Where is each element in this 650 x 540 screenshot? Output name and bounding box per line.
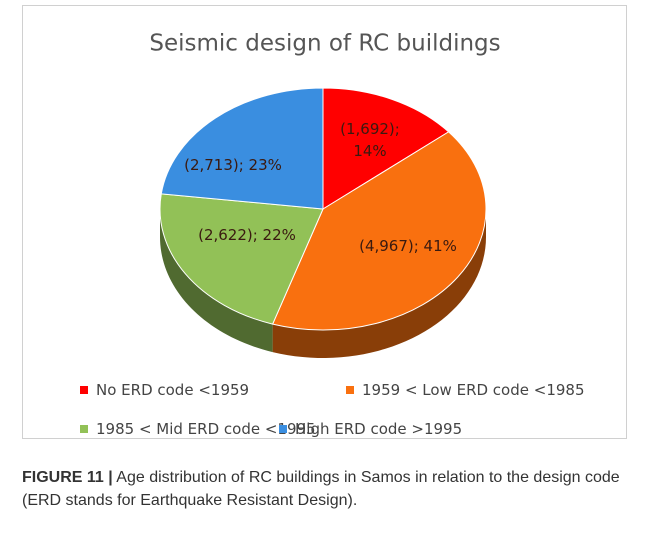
pie-slice [322,87,450,210]
data-label: (2,713); 23% [184,156,282,174]
data-label: (2,622); 22% [198,226,296,244]
data-label: (1,692); 14% [340,120,400,160]
legend-item: High ERD code >1995 [279,420,462,438]
pie-side [272,209,486,358]
chart-frame [22,5,627,439]
chart-title: Seismic design of RC buildings [149,31,500,57]
data-label: (4,967); 41% [359,237,457,255]
pie-slice [271,131,487,331]
legend-swatch [80,425,88,433]
legend-item: 1985 < Mid ERD code <1995 [80,420,316,438]
legend-item: 1959 < Low ERD code <1985 [346,381,585,399]
legend-swatch [80,386,88,394]
legend-label: 1985 < Mid ERD code <1995 [96,420,316,438]
pie-slice [160,87,324,210]
caption-text: Age distribution of RC buildings in Samo… [22,469,620,509]
legend-label: No ERD code <1959 [96,381,250,399]
pie-slice [159,193,324,325]
legend-item: No ERD code <1959 [80,381,249,399]
caption-label: FIGURE 11 | [22,469,113,486]
legend-label: High ERD code >1995 [295,420,463,438]
legend-swatch [279,425,287,433]
legend-swatch [346,386,354,394]
legend-label: 1959 < Low ERD code <1985 [362,381,585,399]
pie-side [160,209,273,353]
caption: FIGURE 11 | Age distribution of RC build… [22,466,632,512]
